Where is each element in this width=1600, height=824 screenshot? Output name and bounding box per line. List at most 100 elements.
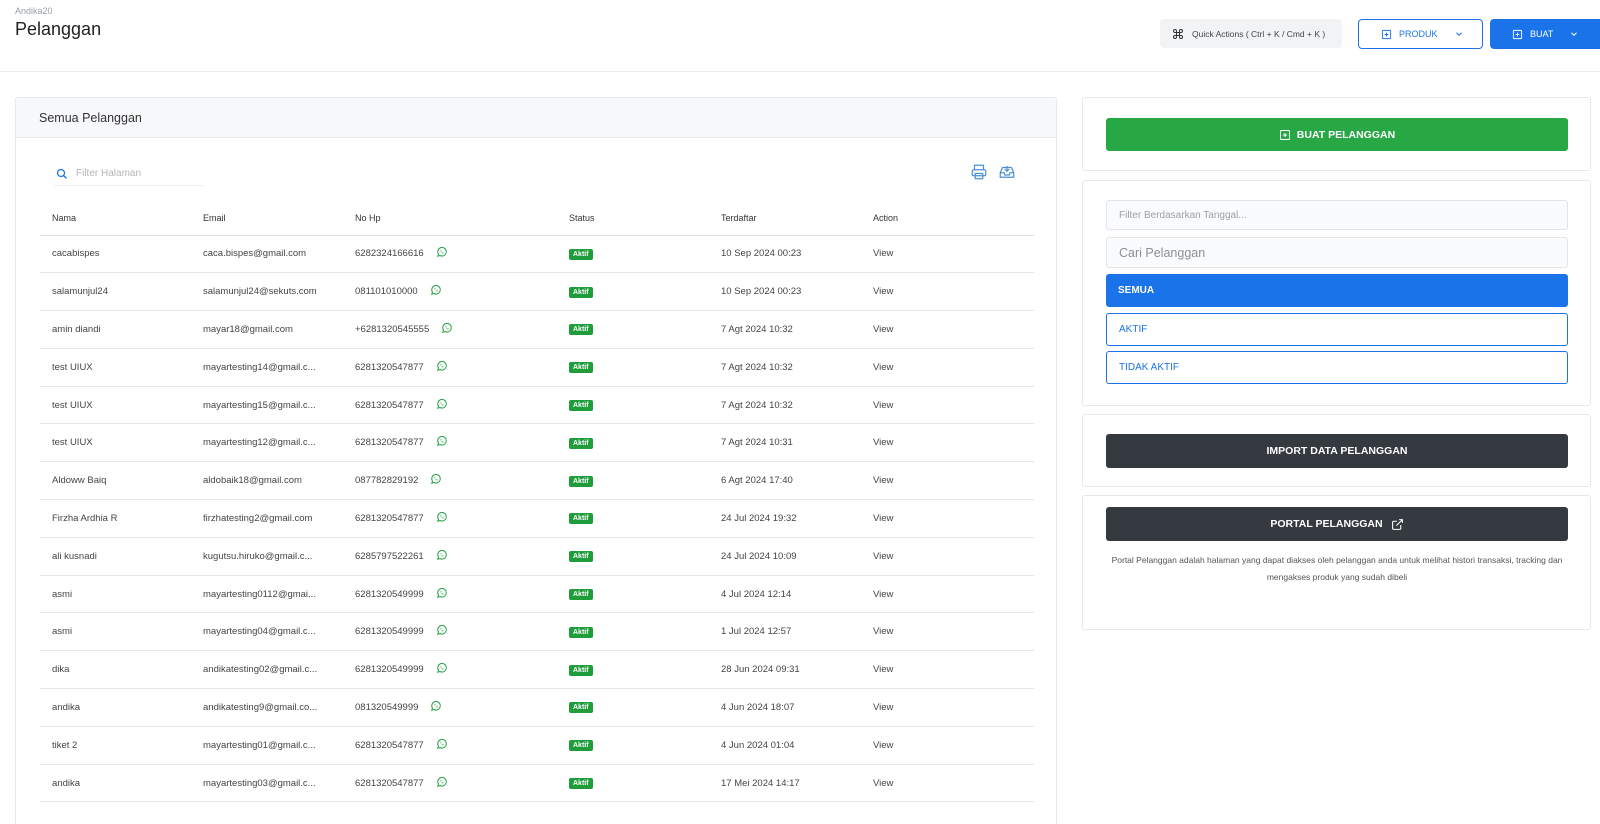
- customer-name-link[interactable]: Firzha Ardhia R: [40, 499, 191, 538]
- whatsapp-icon[interactable]: [441, 322, 453, 334]
- whatsapp-icon[interactable]: [436, 360, 448, 372]
- view-link[interactable]: View: [861, 726, 1034, 765]
- whatsapp-icon[interactable]: [436, 246, 448, 258]
- whatsapp-icon[interactable]: [430, 700, 442, 712]
- view-link[interactable]: View: [861, 272, 1034, 312]
- filter-active-button[interactable]: AKTIF: [1106, 313, 1568, 346]
- customer-status-cell: Aktif: [557, 423, 709, 463]
- customer-registered: 4 Jul 2024 12:14: [709, 575, 861, 614]
- customer-email: firzhatesting2@gmail.com: [191, 499, 343, 538]
- page-title: Pelanggan: [15, 19, 102, 39]
- whatsapp-icon[interactable]: [436, 398, 448, 410]
- whatsapp-icon[interactable]: [436, 435, 448, 447]
- import-panel: IMPORT DATA PELANGGAN: [1082, 414, 1591, 487]
- buat-dropdown-button[interactable]: BUAT: [1490, 19, 1600, 49]
- view-link[interactable]: View: [861, 688, 1034, 727]
- chevron-down-icon: [1454, 29, 1464, 39]
- status-badge: Aktif: [569, 437, 593, 449]
- whatsapp-icon[interactable]: [430, 284, 442, 296]
- customer-name-link[interactable]: tiket 2: [40, 726, 191, 765]
- status-badge: Aktif: [569, 740, 593, 752]
- customer-name-link[interactable]: andika: [40, 688, 191, 727]
- customer-phone: 6281320547877: [355, 512, 424, 524]
- customer-name-link[interactable]: test UIUX: [40, 386, 191, 425]
- customer-phone-cell: 6281320549999: [343, 612, 557, 652]
- whatsapp-icon[interactable]: [436, 738, 448, 750]
- page-filter-input[interactable]: [76, 168, 191, 179]
- customer-name-link[interactable]: salamunjul24: [40, 272, 191, 312]
- customer-portal-label: PORTAL PELANGGAN: [1270, 518, 1383, 530]
- import-customers-button[interactable]: IMPORT DATA PELANGGAN: [1106, 434, 1568, 468]
- customer-email: kugutsu.hiruko@gmail.c...: [191, 537, 343, 576]
- portal-description: Portal Pelanggan adalah halaman yang dap…: [1111, 555, 1563, 582]
- whatsapp-icon[interactable]: [436, 549, 448, 561]
- customer-phone-cell: +6281320545555: [343, 310, 557, 349]
- whatsapp-icon[interactable]: [430, 473, 442, 485]
- customer-status-cell: Aktif: [557, 764, 709, 803]
- view-link[interactable]: View: [861, 537, 1034, 576]
- customer-name-link[interactable]: amin diandi: [40, 310, 191, 349]
- status-badge: Aktif: [569, 589, 593, 601]
- filter-inactive-button[interactable]: TIDAK AKTIF: [1106, 351, 1568, 384]
- customer-email: mayartesting15@gmail.c...: [191, 386, 343, 425]
- customer-registered: 10 Sep 2024 00:23: [709, 235, 861, 274]
- printer-icon[interactable]: [970, 163, 988, 186]
- quick-actions-button[interactable]: Quick Actions ( Ctrl + K / Cmd + K ): [1160, 19, 1342, 48]
- table-row: test UIUX mayartesting15@gmail.c... 628132…: [40, 386, 1034, 425]
- customer-phone: 6281320549999: [355, 664, 424, 676]
- customer-search-input[interactable]: Cari Pelanggan: [1106, 237, 1568, 268]
- customer-name-link[interactable]: dika: [40, 650, 191, 690]
- customer-name-link[interactable]: asmi: [40, 575, 191, 614]
- customer-email: andikatesting9@gmail.co...: [191, 688, 343, 727]
- view-link[interactable]: View: [861, 612, 1034, 652]
- customer-registered: 24 Jul 2024 10:09: [709, 537, 861, 576]
- customer-status-cell: Aktif: [557, 537, 709, 576]
- view-link[interactable]: View: [861, 310, 1034, 349]
- column-header: Action: [861, 201, 1034, 236]
- customer-email: mayartesting0112@gmai...: [191, 575, 343, 614]
- customer-registered: 10 Sep 2024 00:23: [709, 272, 861, 312]
- produk-dropdown-button[interactable]: PRODUK: [1358, 19, 1483, 49]
- view-link[interactable]: View: [861, 650, 1034, 690]
- customer-registered: 7 Agt 2024 10:32: [709, 386, 861, 425]
- customer-portal-button[interactable]: PORTAL PELANGGAN: [1106, 507, 1568, 541]
- download-inbox-icon[interactable]: [998, 163, 1016, 186]
- customer-phone: 087782829192: [355, 475, 419, 487]
- view-link[interactable]: View: [861, 235, 1034, 274]
- status-badge: Aktif: [569, 475, 593, 487]
- whatsapp-icon[interactable]: [436, 662, 448, 674]
- customer-name-link[interactable]: test UIUX: [40, 423, 191, 463]
- view-link[interactable]: View: [861, 575, 1034, 614]
- view-link[interactable]: View: [861, 764, 1034, 803]
- whatsapp-icon[interactable]: [436, 587, 448, 599]
- store-name: Andika20: [15, 6, 53, 16]
- view-link[interactable]: View: [861, 348, 1034, 387]
- date-filter-input[interactable]: Filter Berdasarkan Tanggal...: [1106, 200, 1568, 230]
- table-row: Aldoww Baiq aldobaik18@gmail.com 087782829…: [40, 461, 1034, 501]
- customer-name-link[interactable]: Aldoww Baiq: [40, 461, 191, 501]
- view-link[interactable]: View: [861, 386, 1034, 425]
- create-customer-button[interactable]: BUAT PELANGGAN: [1106, 118, 1568, 151]
- view-link[interactable]: View: [861, 499, 1034, 538]
- view-link[interactable]: View: [861, 423, 1034, 463]
- filter-panel: Filter Berdasarkan Tanggal... Cari Pelan…: [1082, 180, 1591, 406]
- customer-status-cell: Aktif: [557, 310, 709, 349]
- customer-name-link[interactable]: andika: [40, 764, 191, 803]
- customer-phone-cell: 081101010000: [343, 272, 557, 312]
- customer-name-link[interactable]: cacabispes: [40, 235, 191, 274]
- whatsapp-icon[interactable]: [436, 776, 448, 788]
- whatsapp-icon[interactable]: [436, 624, 448, 636]
- top-header: Andika20 Pelanggan Quick Actions ( Ctrl …: [0, 0, 1600, 72]
- status-badge: Aktif: [569, 362, 593, 374]
- create-customer-label: BUAT PELANGGAN: [1296, 128, 1396, 141]
- customer-name-link[interactable]: test UIUX: [40, 348, 191, 387]
- filter-all-button[interactable]: SEMUA: [1106, 274, 1568, 307]
- customer-phone: 6281320549999: [355, 588, 424, 600]
- customer-status-cell: Aktif: [557, 272, 709, 312]
- view-link[interactable]: View: [861, 461, 1034, 501]
- customer-name-link[interactable]: ali kusnadi: [40, 537, 191, 576]
- customer-name-link[interactable]: asmi: [40, 612, 191, 652]
- whatsapp-icon[interactable]: [436, 511, 448, 523]
- command-icon: [1172, 28, 1184, 39]
